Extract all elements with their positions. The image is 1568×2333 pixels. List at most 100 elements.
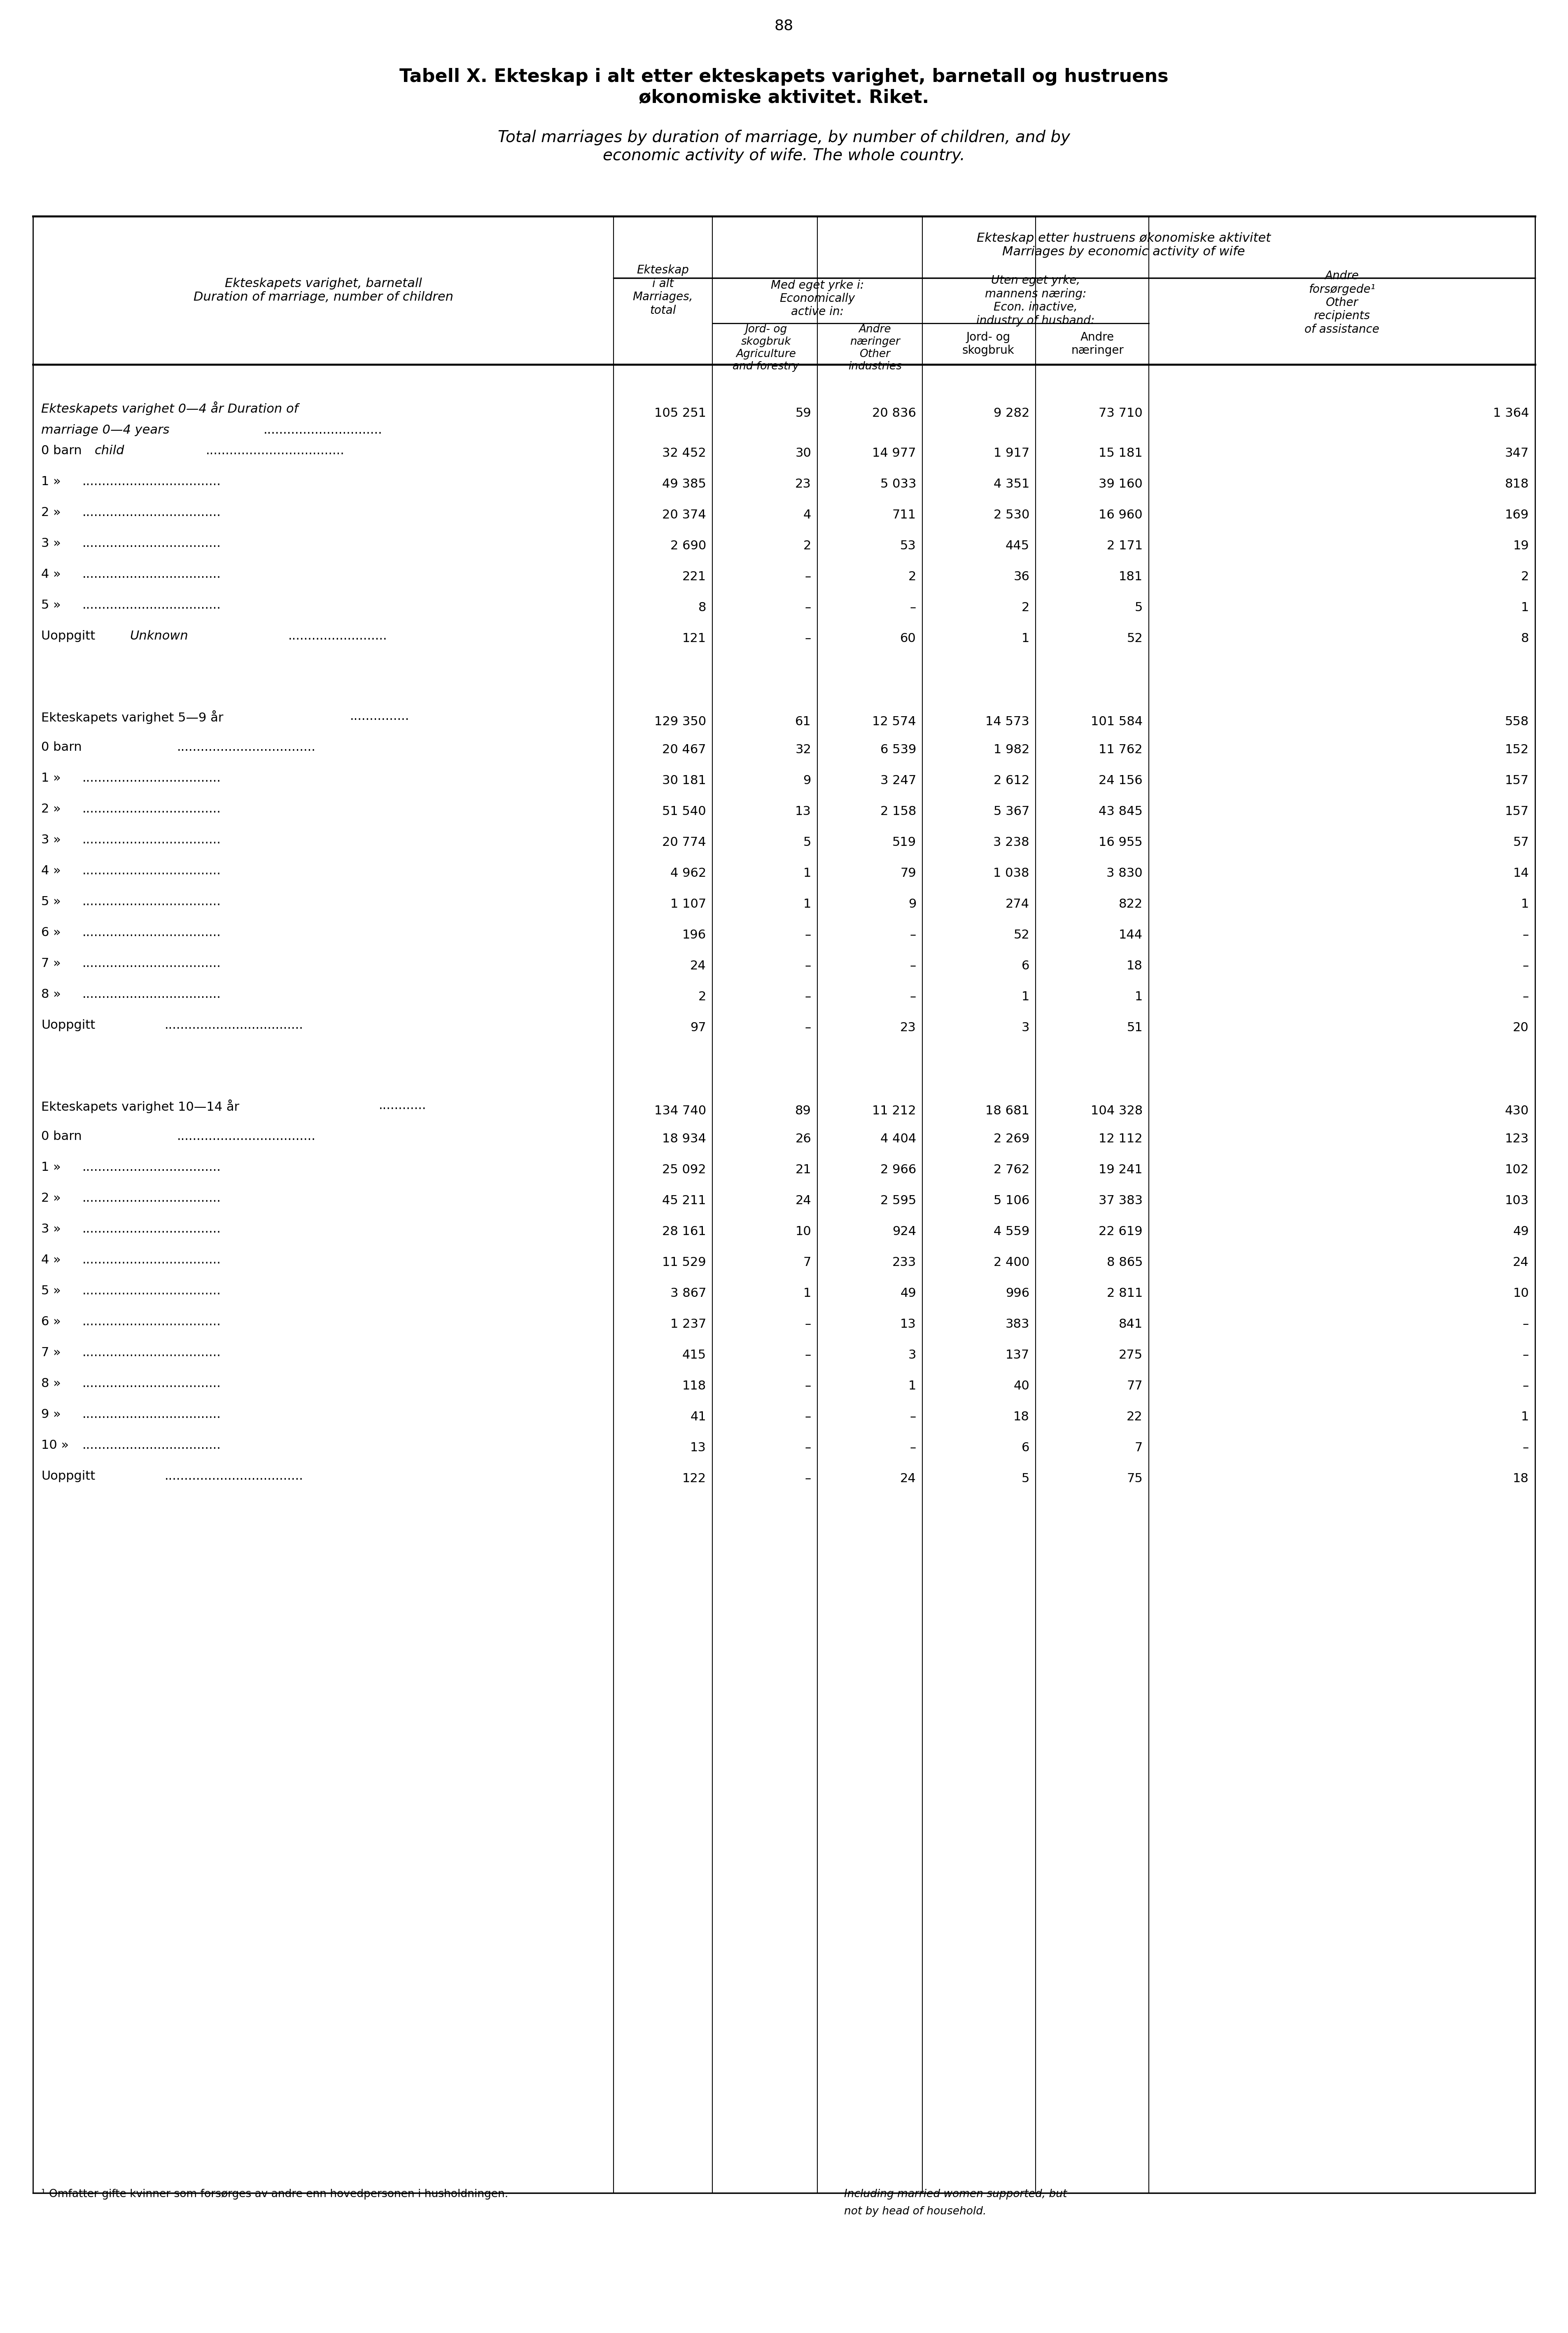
Text: 157: 157 <box>1505 775 1529 786</box>
Text: –: – <box>804 1411 811 1423</box>
Text: –: – <box>1523 992 1529 1003</box>
Text: 2: 2 <box>1021 602 1030 614</box>
Text: 9 »: 9 » <box>41 1409 61 1421</box>
Text: 9 282: 9 282 <box>994 406 1030 420</box>
Text: 101 584: 101 584 <box>1091 716 1143 728</box>
Text: 430: 430 <box>1505 1106 1529 1118</box>
Text: 1: 1 <box>1521 898 1529 910</box>
Text: ...................................: ................................... <box>83 1376 221 1390</box>
Text: 5 »: 5 » <box>41 896 61 908</box>
Text: ...................................: ................................... <box>83 866 221 877</box>
Text: 23: 23 <box>795 478 811 490</box>
Text: 3 »: 3 » <box>41 537 61 548</box>
Text: 15 181: 15 181 <box>1099 448 1143 460</box>
Text: –: – <box>909 929 916 940</box>
Text: Med eget yrke i:
Economically
active in:: Med eget yrke i: Economically active in: <box>771 280 864 317</box>
Text: –: – <box>804 1022 811 1034</box>
Text: 32 452: 32 452 <box>662 448 706 460</box>
Text: ...................................: ................................... <box>177 742 315 754</box>
Text: ...................................: ................................... <box>83 896 221 908</box>
Text: –: – <box>804 1318 811 1330</box>
Text: 558: 558 <box>1505 716 1529 728</box>
Text: 10: 10 <box>795 1225 811 1236</box>
Text: 41: 41 <box>690 1411 706 1423</box>
Text: 28 161: 28 161 <box>662 1225 706 1236</box>
Text: 1 107: 1 107 <box>670 898 706 910</box>
Text: 6 539: 6 539 <box>880 744 916 756</box>
Text: –: – <box>1523 1442 1529 1453</box>
Text: 24 156: 24 156 <box>1099 775 1143 786</box>
Text: 20 836: 20 836 <box>872 406 916 420</box>
Text: 36: 36 <box>1013 572 1030 583</box>
Text: ...................................: ................................... <box>83 1409 221 1421</box>
Text: Andre
forsørgede¹
Other
recipients
of assistance: Andre forsørgede¹ Other recipients of as… <box>1305 271 1380 336</box>
Text: 49: 49 <box>900 1288 916 1299</box>
Text: 103: 103 <box>1505 1194 1529 1206</box>
Text: 4 404: 4 404 <box>880 1134 916 1146</box>
Text: 1 917: 1 917 <box>994 448 1030 460</box>
Text: ............: ............ <box>379 1099 426 1111</box>
Text: 822: 822 <box>1118 898 1143 910</box>
Text: 18: 18 <box>1513 1472 1529 1484</box>
Text: 2 158: 2 158 <box>880 805 916 817</box>
Text: 4 351: 4 351 <box>994 478 1030 490</box>
Text: 6: 6 <box>1021 959 1030 973</box>
Text: ...................................: ................................... <box>83 926 221 938</box>
Text: 2 612: 2 612 <box>994 775 1030 786</box>
Text: 49: 49 <box>1513 1225 1529 1236</box>
Text: ...................................: ................................... <box>83 989 221 1001</box>
Text: 19: 19 <box>1513 539 1529 551</box>
Text: 5: 5 <box>1135 602 1143 614</box>
Text: 1: 1 <box>908 1379 916 1393</box>
Text: 3 867: 3 867 <box>670 1288 706 1299</box>
Text: 20 374: 20 374 <box>662 509 706 520</box>
Text: 53: 53 <box>900 539 916 551</box>
Text: 0 barn: 0 barn <box>41 1132 82 1143</box>
Text: 2 595: 2 595 <box>880 1194 916 1206</box>
Text: 3 238: 3 238 <box>994 835 1030 849</box>
Text: 43 845: 43 845 <box>1099 805 1143 817</box>
Text: 129 350: 129 350 <box>654 716 706 728</box>
Text: 383: 383 <box>1005 1318 1030 1330</box>
Text: ...................................: ................................... <box>83 1222 221 1234</box>
Text: 4 559: 4 559 <box>994 1225 1030 1236</box>
Text: 4 »: 4 » <box>41 866 61 877</box>
Text: 13: 13 <box>900 1318 916 1330</box>
Text: ...................................: ................................... <box>83 833 221 847</box>
Text: 24: 24 <box>690 959 706 973</box>
Text: 22: 22 <box>1127 1411 1143 1423</box>
Text: 6: 6 <box>1021 1442 1030 1453</box>
Text: 4 »: 4 » <box>41 1255 61 1267</box>
Text: 996: 996 <box>1005 1288 1030 1299</box>
Text: not by head of household.: not by head of household. <box>844 2207 986 2216</box>
Text: ...................................: ................................... <box>83 506 221 518</box>
Text: 5 106: 5 106 <box>994 1194 1030 1206</box>
Text: 7 »: 7 » <box>41 957 61 971</box>
Text: 4 »: 4 » <box>41 569 61 581</box>
Text: 25 092: 25 092 <box>662 1164 706 1176</box>
Text: 20 467: 20 467 <box>662 744 706 756</box>
Text: 89: 89 <box>795 1106 811 1118</box>
Text: 445: 445 <box>1005 539 1030 551</box>
Text: 19 241: 19 241 <box>1099 1164 1143 1176</box>
Text: 57: 57 <box>1513 835 1529 849</box>
Text: 9: 9 <box>908 898 916 910</box>
Text: 3 »: 3 » <box>41 833 61 847</box>
Text: ...................................: ................................... <box>165 1020 304 1031</box>
Text: 2 »: 2 » <box>41 506 61 518</box>
Text: 77: 77 <box>1127 1379 1143 1393</box>
Text: 18 681: 18 681 <box>985 1106 1030 1118</box>
Text: ...................................: ................................... <box>83 772 221 784</box>
Text: 26: 26 <box>795 1134 811 1146</box>
Text: 11 762: 11 762 <box>1099 744 1143 756</box>
Text: ...................................: ................................... <box>83 1255 221 1267</box>
Text: 519: 519 <box>892 835 916 849</box>
Text: .........................: ......................... <box>289 630 387 642</box>
Text: marriage 0—4 years: marriage 0—4 years <box>41 425 169 436</box>
Text: –: – <box>804 1379 811 1393</box>
Text: –: – <box>1523 929 1529 940</box>
Text: 8 865: 8 865 <box>1107 1255 1143 1269</box>
Text: 1: 1 <box>1521 602 1529 614</box>
Text: –: – <box>909 1442 916 1453</box>
Text: 2 »: 2 » <box>41 803 61 814</box>
